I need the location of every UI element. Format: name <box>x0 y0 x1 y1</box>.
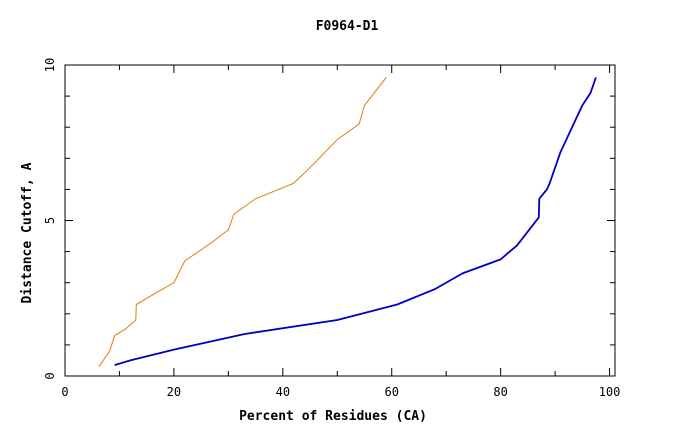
x-tick-label: 60 <box>385 385 399 399</box>
axis-ticks <box>64 64 615 377</box>
x-tick-label: 100 <box>599 385 621 399</box>
x-tick-label: 40 <box>276 385 290 399</box>
y-tick-label: 10 <box>43 58 57 72</box>
plot-frame <box>64 64 616 377</box>
y-tick-label: 0 <box>43 372 57 379</box>
x-tick-label: 20 <box>167 385 181 399</box>
chart-title: F0964-D1 <box>316 19 379 34</box>
tick-labels: 0 20 40 60 80 100 0 5 10 <box>43 58 620 399</box>
x-axis-label: Percent of Residues (CA) <box>239 409 427 424</box>
x-tick-label: 80 <box>493 385 507 399</box>
series-group <box>98 77 597 368</box>
series-line-2 <box>114 77 597 366</box>
x-tick-label: 0 <box>61 385 68 399</box>
y-axis-label: Distance Cutoff, A <box>20 162 35 303</box>
y-tick-label: 5 <box>43 217 57 224</box>
series-line-1 <box>98 77 387 368</box>
